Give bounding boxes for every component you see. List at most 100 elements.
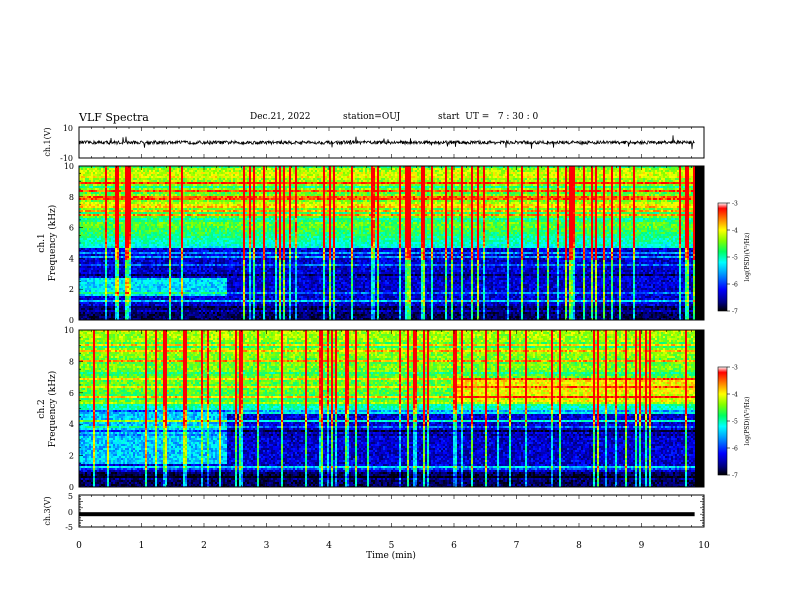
spectrogram-cell xyxy=(199,252,201,254)
spectrogram-cell xyxy=(149,204,151,206)
spectrogram-cell xyxy=(147,298,149,300)
spectrogram-cell xyxy=(149,270,151,272)
spectrogram-cell xyxy=(165,304,167,306)
spectrogram-cell xyxy=(183,186,185,188)
spectrogram-cell xyxy=(171,210,173,212)
spectrogram-cell xyxy=(83,220,85,222)
spectrogram-cell xyxy=(151,310,153,312)
spectrogram-cell xyxy=(195,246,197,248)
spectrogram-cell xyxy=(179,318,181,320)
spectrogram-cell xyxy=(111,228,113,230)
spectrogram-cell xyxy=(145,240,147,242)
spectrogram-cell xyxy=(93,226,95,228)
spectrogram-cell xyxy=(189,222,191,224)
spectrogram-cell xyxy=(183,318,185,320)
spectrogram-cell xyxy=(167,240,169,242)
spectrogram-cell xyxy=(175,262,177,264)
spectrogram-cell xyxy=(145,198,147,200)
spectrogram-cell xyxy=(127,266,129,268)
spectrogram-cell xyxy=(123,214,125,216)
spectrogram-cell xyxy=(197,306,199,308)
spectrogram-cell xyxy=(147,294,149,296)
spectrogram-cell xyxy=(95,308,97,310)
spectrogram-cell xyxy=(133,292,135,294)
spectrogram-cell xyxy=(161,270,163,272)
spectrogram-cell xyxy=(125,196,127,198)
spectrogram-cell xyxy=(151,316,153,318)
spectrogram-cell xyxy=(105,252,107,254)
spectrogram-cell xyxy=(171,308,173,310)
spectrogram-cell xyxy=(101,180,103,182)
spectrogram-cell xyxy=(173,192,175,194)
spectrogram-cell xyxy=(117,286,119,288)
spectrogram-cell xyxy=(205,228,207,230)
spectrogram-cell xyxy=(161,204,163,206)
spectrogram-cell xyxy=(139,234,141,236)
spectrogram-cell xyxy=(191,232,193,234)
spectrogram-cell xyxy=(141,312,143,314)
spectrogram-cell xyxy=(89,234,91,236)
spectrogram-cell xyxy=(115,196,117,198)
spectrogram-cell xyxy=(169,168,171,170)
spectrogram-cell xyxy=(147,226,149,228)
spectrogram-cell xyxy=(155,318,157,320)
spectrogram-cell xyxy=(107,254,109,256)
spectrogram-cell xyxy=(149,256,151,258)
spectrogram-cell xyxy=(175,222,177,224)
spectrogram-cell xyxy=(203,310,205,312)
spectrogram-cell xyxy=(171,172,173,174)
spectrogram-cell xyxy=(181,256,183,258)
spectrogram-cell xyxy=(103,194,105,196)
spectrogram-cell xyxy=(145,204,147,206)
spectrogram-cell xyxy=(113,222,115,224)
spectrogram-cell xyxy=(191,190,193,192)
spectrogram-cell xyxy=(137,272,139,274)
spectrogram-cell xyxy=(189,208,191,210)
spectrogram-cell xyxy=(135,272,137,274)
spectrogram-cell xyxy=(101,302,103,304)
spectrogram-cell xyxy=(107,236,109,238)
spectrogram-cell xyxy=(85,294,87,296)
spectrogram-cell xyxy=(135,182,137,184)
spectrogram-cell xyxy=(81,312,83,314)
spectrogram-cell xyxy=(199,190,201,192)
spectrogram-cell xyxy=(137,310,139,312)
spectrogram-cell xyxy=(195,218,197,220)
spectrogram-cell xyxy=(205,224,207,226)
spectrogram-cell xyxy=(181,290,183,292)
spectrogram-cell xyxy=(201,284,203,286)
spectrogram-cell xyxy=(163,288,165,290)
spectrogram-cell xyxy=(121,178,123,180)
spectrogram-cell xyxy=(179,196,181,198)
spectrogram-cell xyxy=(149,282,151,284)
spectrogram-cell xyxy=(125,214,127,216)
spectrogram-cell xyxy=(143,192,145,194)
spectrogram-cell xyxy=(97,176,99,178)
spectrogram-cell xyxy=(99,192,101,194)
spectrogram-cell xyxy=(119,192,121,194)
spectrogram-cell xyxy=(113,186,115,188)
spectrogram-cell xyxy=(201,226,203,228)
spectrogram-cell xyxy=(163,284,165,286)
spectrogram-cell xyxy=(127,240,129,242)
spectrogram-cell xyxy=(97,224,99,226)
spectrogram-cell xyxy=(131,220,133,222)
spectrogram-cell xyxy=(83,172,85,174)
spectrogram-cell xyxy=(131,212,133,214)
spectrogram-cell xyxy=(83,248,85,250)
spectrogram-cell xyxy=(205,186,207,188)
spectrogram-cell xyxy=(95,250,97,252)
spectrogram-cell xyxy=(197,230,199,232)
spectrogram-cell xyxy=(153,300,155,302)
spectrogram-cell xyxy=(91,306,93,308)
spectrogram-cell xyxy=(187,262,189,264)
spectrogram-cell xyxy=(123,180,125,182)
spectrogram-cell xyxy=(137,214,139,216)
spectrogram-cell xyxy=(165,300,167,302)
spectrogram-cell xyxy=(139,258,141,260)
spectrogram-cell xyxy=(139,250,141,252)
spectrogram-cell xyxy=(197,308,199,310)
spectrogram-cell xyxy=(85,236,87,238)
spectrogram-cell xyxy=(129,192,131,194)
spectrogram-cell xyxy=(145,280,147,282)
